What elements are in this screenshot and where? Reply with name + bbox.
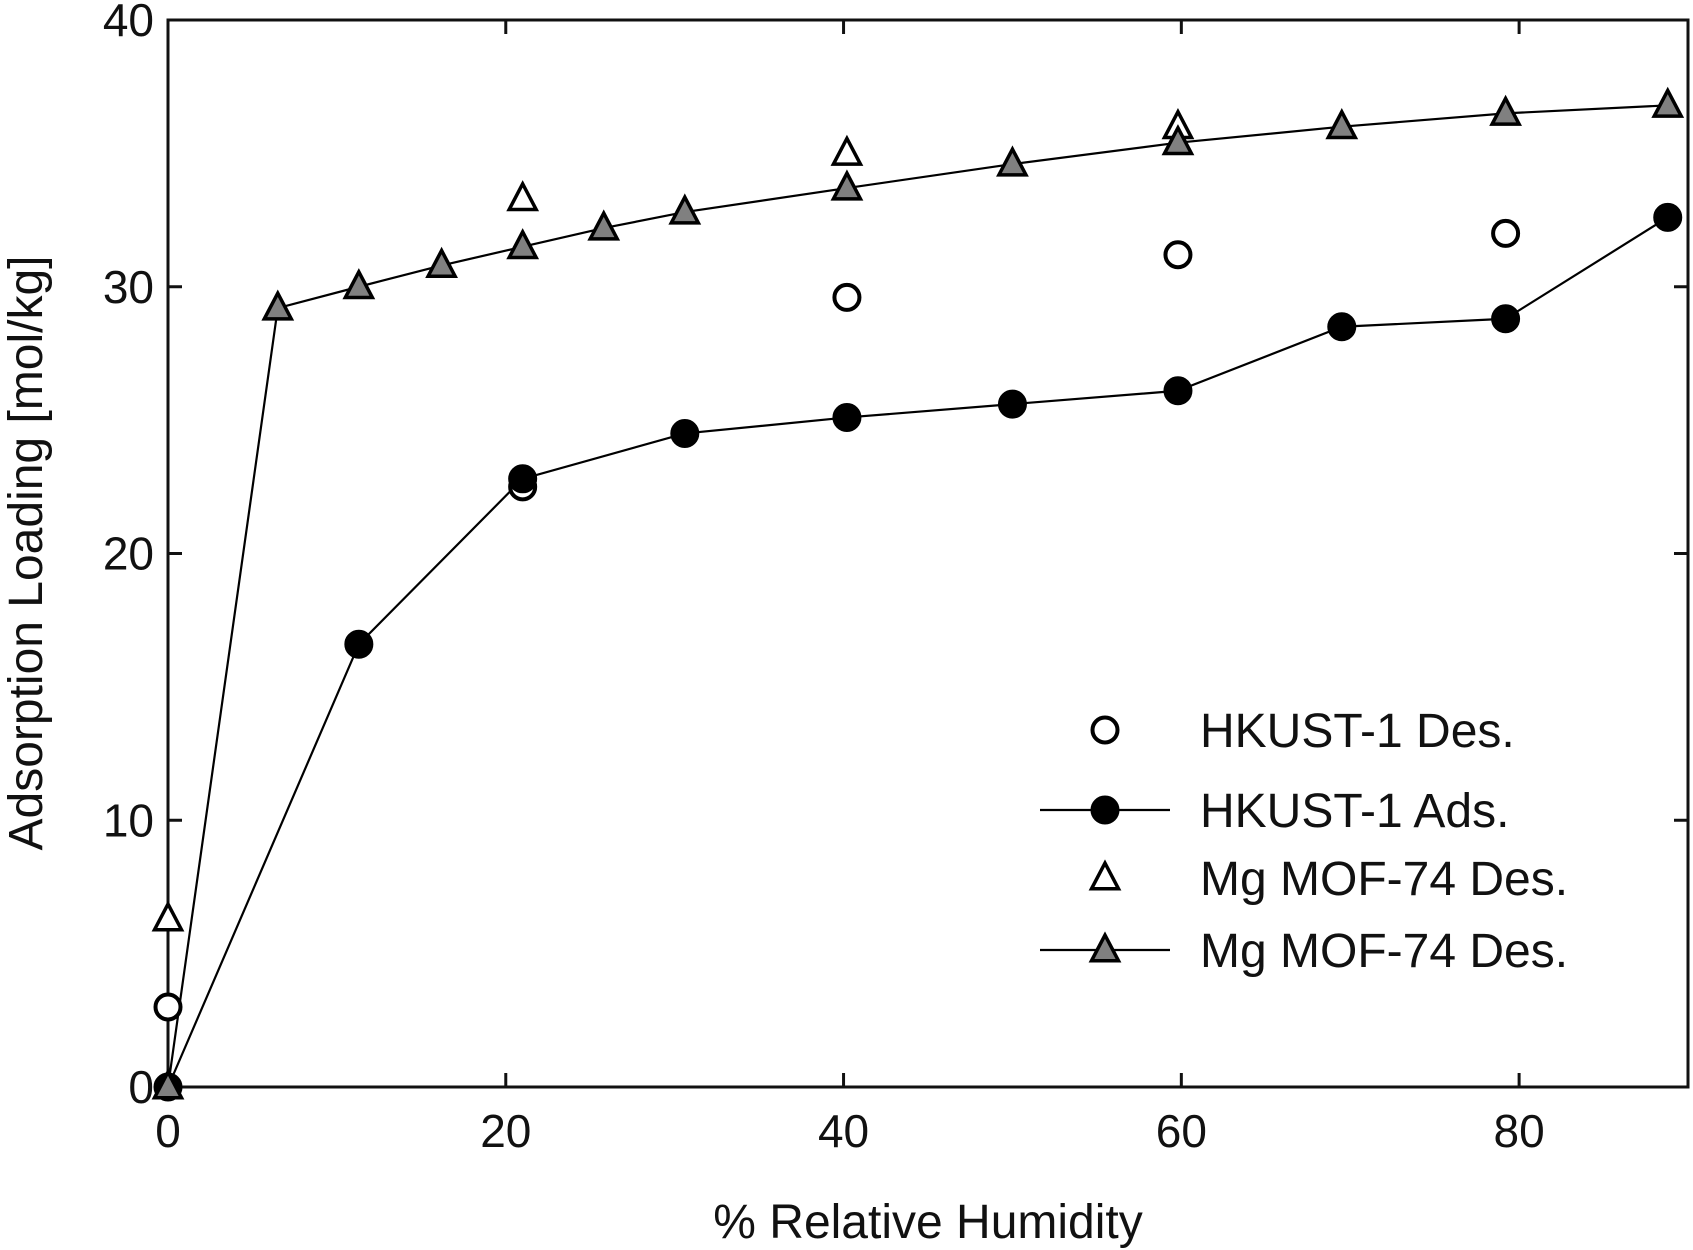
legend-label-0: HKUST-1 Des. <box>1200 705 1515 758</box>
data-point-0 <box>1491 218 1521 248</box>
x-tick-label: 60 <box>1156 1105 1207 1157</box>
legend-marker-0 <box>1090 715 1120 745</box>
data-point-3 <box>425 246 458 278</box>
data-point-0 <box>153 992 183 1022</box>
data-point-1 <box>832 402 862 432</box>
data-point-1 <box>508 464 538 494</box>
legend-label-3: Mg MOF-74 Des. <box>1200 925 1568 978</box>
data-point-3 <box>668 193 702 225</box>
data-point-3 <box>830 169 864 201</box>
data-point-3 <box>1651 86 1685 118</box>
data-point-3 <box>1489 94 1522 126</box>
data-point-3 <box>996 145 1029 177</box>
y-tick-label: 10 <box>103 794 154 846</box>
x-tick-label: 20 <box>480 1105 531 1157</box>
data-point-3 <box>151 1068 185 1100</box>
data-point-1 <box>997 389 1027 419</box>
y-tick-label: 40 <box>103 0 154 46</box>
x-tick-label: 0 <box>155 1105 181 1157</box>
x-axis-label: % Relative Humidity <box>713 1196 1142 1249</box>
y-axis-label: Adsorption Loading [mol/kg] <box>0 255 53 850</box>
legend-marker-2 <box>1088 859 1122 891</box>
data-point-1 <box>1653 202 1683 232</box>
series-line-1 <box>166 216 1669 1088</box>
data-point-3 <box>342 268 376 300</box>
data-point-1 <box>670 418 700 448</box>
y-tick-label: 20 <box>103 528 154 580</box>
data-point-3 <box>506 228 540 260</box>
axis-ticks: 0 20 40 60 80 0 10 20 30 40 <box>103 0 1688 1157</box>
data-point-2 <box>151 900 185 932</box>
legend-label-1: HKUST-1 Ads. <box>1200 785 1509 838</box>
data-point-0 <box>832 282 862 312</box>
x-tick-label: 80 <box>1494 1105 1545 1157</box>
data-point-1 <box>344 629 374 659</box>
legend-label-2: Mg MOF-74 Des. <box>1200 853 1568 906</box>
data-point-1 <box>1163 376 1193 406</box>
y-tick-label: 30 <box>103 261 154 313</box>
y-tick-label: 0 <box>128 1061 154 1113</box>
data-point-0 <box>1163 240 1193 270</box>
data-point-1 <box>1327 312 1357 342</box>
legend-marker-3 <box>1088 931 1122 963</box>
x-tick-label: 40 <box>818 1105 869 1157</box>
data-point-3 <box>1161 124 1195 156</box>
data-point-3 <box>587 209 621 241</box>
legend-marker-1 <box>1090 795 1120 825</box>
data-point-3 <box>1325 108 1359 140</box>
data-point-2 <box>830 134 864 166</box>
legend: HKUST-1 Des. HKUST-1 Ads. Mg MOF-74 Des. Mg… <box>1040 705 1568 978</box>
data-point-3 <box>261 289 295 321</box>
data-point-1 <box>1491 304 1521 334</box>
data-point-2 <box>506 180 540 212</box>
series-layer <box>151 86 1685 1102</box>
